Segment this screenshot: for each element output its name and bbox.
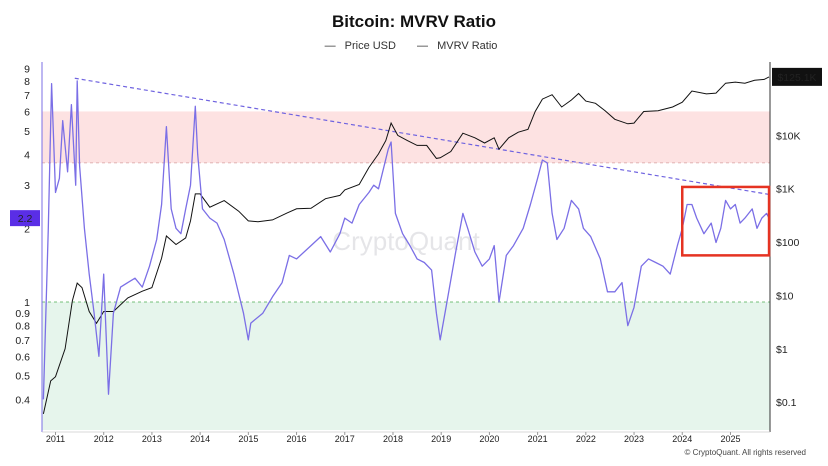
- x-tick-label: 2012: [94, 434, 114, 444]
- current-mvrv-badge: [10, 210, 40, 227]
- x-tick-label: 2011: [46, 434, 65, 444]
- highlight-box: [681, 185, 771, 257]
- x-tick-label: 2015: [238, 434, 258, 444]
- mvrv-series-line: [42, 80, 770, 400]
- left-tick-label: 0.8: [15, 321, 30, 333]
- upper-zone-band: [42, 111, 770, 163]
- left-tick-label: 0.6: [15, 351, 30, 363]
- current-price-label: $125.1K: [777, 72, 816, 84]
- legend-label-price: Price USD: [344, 40, 396, 52]
- x-tick-label: 2022: [576, 434, 596, 444]
- left-tick-label: 0.4: [15, 394, 30, 406]
- x-tick-label: 2021: [528, 434, 548, 444]
- left-tick-label: 0.5: [15, 371, 30, 383]
- right-tick-label: $10: [776, 290, 794, 302]
- right-tick-label: $1: [776, 344, 788, 356]
- left-tick-label: 0.7: [15, 335, 30, 347]
- right-tick-label: $10K: [776, 130, 801, 142]
- x-tick-label: 2024: [672, 434, 692, 444]
- left-tick-label: 3: [24, 180, 30, 192]
- copyright-footer: © CryptoQuant. All rights reserved: [684, 448, 807, 457]
- legend-item-price[interactable]: — Price USD: [324, 40, 396, 52]
- left-tick-label: 1: [24, 297, 30, 309]
- left-tick-label: 7: [24, 90, 30, 102]
- x-tick-label: 2020: [479, 434, 499, 444]
- right-tick-label: $1K: [776, 184, 795, 196]
- left-tick-label: 4: [24, 150, 30, 162]
- price-series-line: [42, 76, 770, 415]
- legend-label-mvrv: MVRV Ratio: [437, 40, 498, 52]
- left-tick-label: 8: [24, 76, 30, 88]
- x-tick-label: 2025: [720, 434, 740, 444]
- trend-line: [74, 77, 770, 196]
- x-tick-label: 2018: [383, 434, 403, 444]
- legend: — Price USD — MVRV Ratio: [0, 40, 828, 52]
- left-tick-label: 0.9: [15, 308, 30, 320]
- x-tick-label: 2016: [287, 434, 307, 444]
- x-tick-label: 2014: [190, 434, 210, 444]
- left-tick-label: 9: [24, 63, 30, 75]
- current-price-badge: [772, 67, 822, 86]
- lower-zone-band: [42, 301, 770, 430]
- x-tick-label: 2023: [624, 434, 644, 444]
- left-tick-label: 5: [24, 126, 30, 138]
- current-mvrv-label: 2.2: [18, 213, 33, 225]
- right-tick-label: $100: [776, 237, 800, 249]
- right-tick-label: $0.1: [776, 397, 797, 409]
- legend-item-mvrv[interactable]: — MVRV Ratio: [417, 40, 498, 52]
- x-tick-label: 2017: [335, 434, 355, 444]
- x-tick-label: 2013: [142, 434, 162, 444]
- x-tick-label: 2019: [431, 434, 451, 444]
- left-tick-label: 6: [24, 106, 30, 118]
- chart-title: Bitcoin: MVRV Ratio: [331, 12, 497, 31]
- left-tick-label: 2: [24, 223, 30, 235]
